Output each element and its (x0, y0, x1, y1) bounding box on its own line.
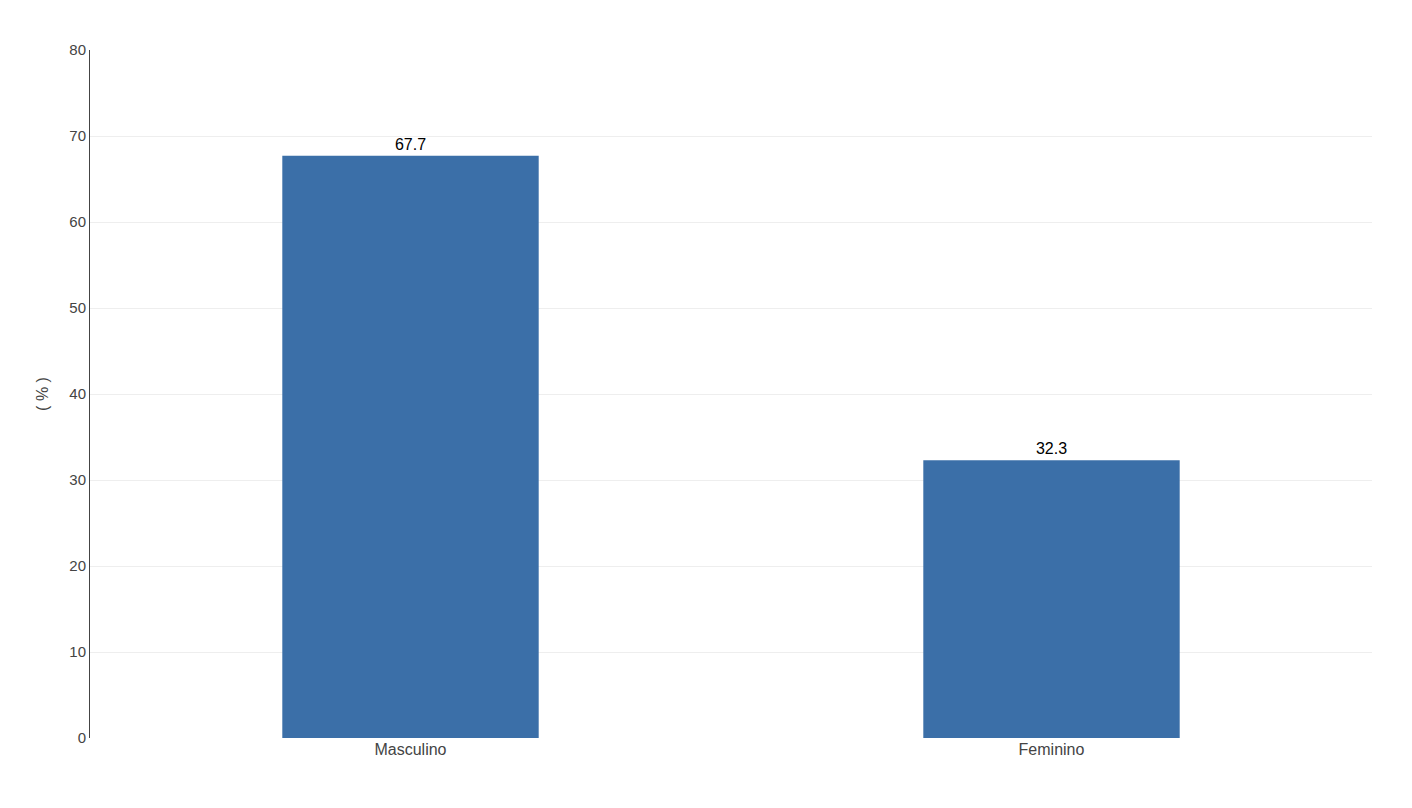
svg-text:60: 60 (69, 213, 86, 230)
svg-text:Masculino: Masculino (374, 741, 446, 758)
svg-text:( % ): ( % ) (34, 377, 51, 411)
svg-text:80: 80 (69, 41, 86, 58)
svg-text:50: 50 (69, 299, 86, 316)
svg-text:0: 0 (78, 729, 86, 746)
svg-text:Feminino: Feminino (1019, 741, 1085, 758)
svg-text:32.3: 32.3 (1036, 440, 1067, 457)
svg-text:20: 20 (69, 557, 86, 574)
svg-text:67.7: 67.7 (395, 136, 426, 153)
svg-text:10: 10 (69, 643, 86, 660)
svg-text:70: 70 (69, 127, 86, 144)
svg-text:40: 40 (69, 385, 86, 402)
svg-text:30: 30 (69, 471, 86, 488)
